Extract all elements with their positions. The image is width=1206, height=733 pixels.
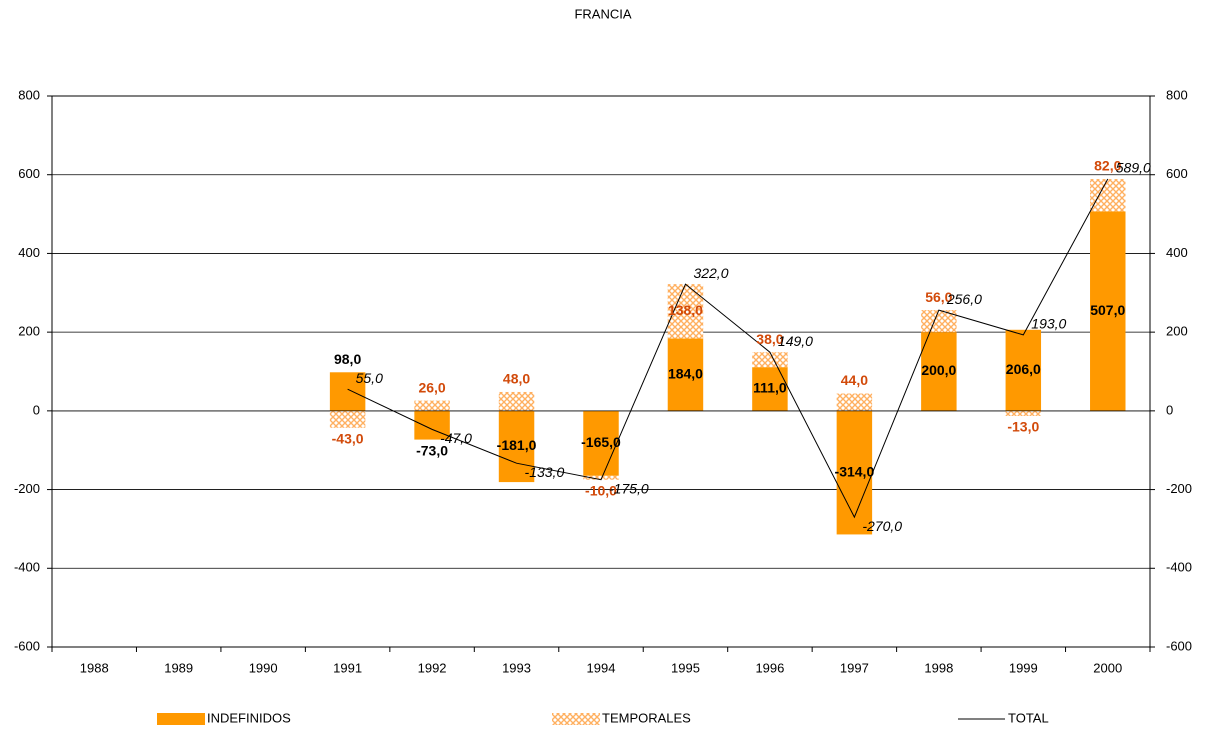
data-label: 200,0 — [921, 362, 956, 378]
plot-frame — [51, 95, 1151, 648]
y-tick-label: 200 — [18, 324, 40, 339]
bar-segment — [329, 372, 366, 411]
bar-segment — [921, 332, 957, 411]
data-label: -73,0 — [416, 442, 448, 458]
bar-segment — [836, 393, 873, 411]
x-tick-label: 1989 — [164, 660, 193, 675]
x-tick-label: 1988 — [80, 660, 109, 675]
bar-segment — [1005, 410, 1042, 416]
x-tick-label: 1991 — [333, 660, 362, 675]
total-label: 322,0 — [693, 265, 728, 281]
y-tick-label: -400 — [14, 560, 40, 575]
total-label: 55,0 — [356, 370, 383, 386]
data-label: 48,0 — [503, 371, 530, 387]
bar-segment — [414, 400, 450, 411]
bar-segment — [667, 338, 704, 411]
data-label: 82,0 — [1094, 158, 1121, 174]
data-label: 507,0 — [1090, 302, 1125, 318]
total-label: 149,0 — [778, 333, 813, 349]
total-label: -175,0 — [609, 480, 649, 496]
bar-segment — [836, 410, 873, 535]
legend-swatch — [552, 713, 600, 725]
total-label: -270,0 — [862, 518, 902, 534]
bar-segment — [583, 410, 619, 476]
x-tick-label: 1997 — [840, 660, 869, 675]
total-label: -47,0 — [440, 430, 472, 446]
chart-title: FRANCIA — [574, 6, 631, 21]
data-label: 206,0 — [1006, 361, 1041, 377]
bar-segment — [498, 410, 535, 483]
total-label: 193,0 — [1031, 316, 1066, 332]
data-label: 184,0 — [668, 365, 703, 381]
bar-segment — [1090, 179, 1126, 212]
data-label: -181,0 — [497, 437, 537, 453]
y2-tick-label: 0 — [1166, 402, 1173, 417]
x-tick-label: 1993 — [502, 660, 531, 675]
data-label: -165,0 — [581, 434, 621, 450]
bar-segment — [921, 310, 957, 333]
legend-label: TEMPORALES — [602, 710, 691, 725]
y-tick-label: -600 — [14, 638, 40, 653]
total-label: 589,0 — [1116, 160, 1151, 176]
bar-segment — [1090, 211, 1126, 411]
data-label: 138,0 — [668, 302, 703, 318]
data-label: 56,0 — [925, 289, 952, 305]
y-tick-label: 600 — [18, 166, 40, 181]
y2-tick-label: -200 — [1166, 481, 1192, 496]
y2-tick-label: 400 — [1166, 245, 1188, 260]
bar-segment — [498, 391, 535, 411]
data-label: 44,0 — [841, 372, 868, 388]
data-label: 26,0 — [418, 379, 445, 395]
y2-tick-label: 800 — [1166, 87, 1188, 102]
legend-label: TOTAL — [1008, 710, 1049, 725]
bar-segment — [752, 352, 788, 368]
x-tick-label: 1995 — [671, 660, 700, 675]
bar-segment — [1005, 329, 1042, 411]
y-tick-label: 0 — [33, 402, 40, 417]
data-label: -13,0 — [1007, 419, 1039, 435]
data-label: 111,0 — [753, 380, 787, 396]
y-tick-label: 800 — [18, 87, 40, 102]
y2-tick-label: -600 — [1166, 638, 1192, 653]
y2-tick-label: 600 — [1166, 166, 1188, 181]
data-label: 98,0 — [334, 351, 361, 367]
legend-label: INDEFINIDOS — [207, 710, 291, 725]
data-label: 38,0 — [756, 331, 783, 347]
y2-tick-label: 200 — [1166, 324, 1188, 339]
data-label: -314,0 — [835, 463, 875, 479]
total-line — [347, 178, 1109, 519]
total-label: 256,0 — [946, 291, 982, 307]
legend-swatch — [157, 713, 205, 725]
x-tick-label: 1998 — [924, 660, 953, 675]
bar-segment — [329, 410, 366, 428]
total-label: -133,0 — [525, 464, 565, 480]
bar-segment — [414, 410, 450, 440]
x-tick-label: 1994 — [587, 660, 616, 675]
data-label: -10,0 — [585, 482, 617, 498]
bar-segment — [583, 475, 619, 480]
x-tick-label: 2000 — [1093, 660, 1122, 675]
x-tick-label: 1996 — [755, 660, 784, 675]
y-tick-label: -200 — [14, 481, 40, 496]
x-tick-label: 1999 — [1009, 660, 1038, 675]
y2-tick-label: -400 — [1166, 560, 1192, 575]
x-tick-label: 1990 — [249, 660, 278, 675]
data-label: -43,0 — [332, 430, 364, 446]
x-tick-label: 1992 — [418, 660, 447, 675]
y-tick-label: 400 — [18, 245, 40, 260]
